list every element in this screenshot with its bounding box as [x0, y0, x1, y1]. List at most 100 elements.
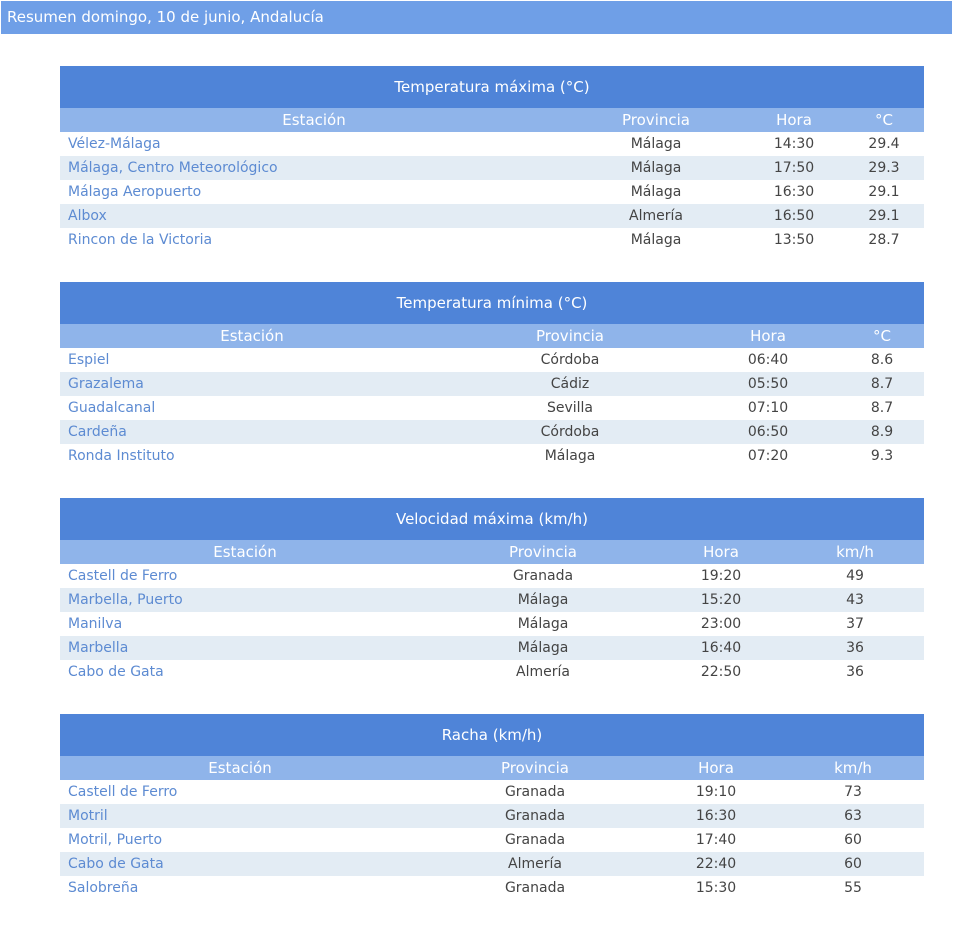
cell: 8.9	[840, 420, 925, 444]
cell: 15:30	[695, 880, 737, 896]
cell: 16:50	[744, 204, 844, 228]
column-header-row: Estación Provincia Hora °C	[60, 108, 924, 132]
station-link[interactable]: Manilva	[68, 616, 123, 632]
cell: Málaga	[630, 184, 682, 200]
table-title: Temperatura mínima (°C)	[60, 282, 925, 324]
cell: Granada	[420, 804, 650, 828]
cell: 8.7	[840, 372, 925, 396]
cell: 22:50	[700, 664, 742, 680]
page: Resumen domingo, 10 de junio, Andalucía …	[1, 1, 952, 896]
data-row: Marbella Málaga 16:40 36	[60, 636, 925, 660]
column-header: Provincia	[430, 540, 656, 564]
station-link[interactable]: Cabo de Gata	[68, 664, 164, 680]
station-link[interactable]: Salobreña	[68, 880, 139, 896]
cell: 19:10	[695, 784, 737, 800]
station-link[interactable]: Cardeña	[60, 420, 444, 444]
data-row: Albox Almería 16:50 29.1	[60, 204, 924, 228]
station-link[interactable]: Albox	[60, 204, 568, 228]
cell: Córdoba	[540, 352, 600, 368]
column-header: °C	[844, 108, 924, 132]
data-row: Málaga, Centro Meteorológico Málaga 17:50 2…	[60, 156, 924, 180]
title-row: Velocidad máxima (km/h)	[60, 498, 925, 540]
cell: 8.7	[870, 400, 894, 416]
data-table: Temperatura máxima (°C) Estación Provincia…	[60, 66, 924, 252]
cell: 06:50	[696, 420, 840, 444]
data-row: Salobreña Granada 15:30 55	[60, 876, 924, 900]
data-row: Castell de Ferro Granada 19:10 73	[60, 780, 924, 804]
column-header: Provincia	[568, 108, 744, 132]
cell: 36	[786, 636, 925, 660]
data-table: Temperatura mínima (°C) Estación Provincia…	[60, 282, 925, 468]
tables: Temperatura máxima (°C) Estación Provincia…	[60, 66, 925, 930]
station-link[interactable]: Marbella, Puerto	[60, 588, 430, 612]
table-title: Temperatura máxima (°C)	[60, 66, 924, 108]
cell: Granada	[504, 880, 566, 896]
station-link[interactable]: Rincon de la Victoria	[68, 232, 213, 248]
station-link[interactable]: Motril	[60, 804, 420, 828]
data-row: Ronda Instituto Málaga 07:20 9.3	[60, 444, 924, 468]
data-row: Marbella, Puerto Málaga 15:20 43	[60, 588, 925, 612]
table-title: Velocidad máxima (km/h)	[60, 498, 925, 540]
cell: 07:20	[747, 448, 789, 464]
station-link[interactable]: Grazalema	[60, 372, 444, 396]
column-header: Hora	[696, 324, 840, 348]
cell: Málaga	[630, 136, 682, 152]
data-row: Espiel Córdoba 06:40 8.6	[60, 348, 924, 372]
column-header: km/h	[786, 540, 925, 564]
cell: Granada	[512, 568, 574, 584]
data-row: Castell de Ferro Granada 19:20 49	[60, 564, 924, 588]
cell: Granada	[504, 784, 566, 800]
cell: 17:40	[695, 832, 737, 848]
station-link[interactable]: Espiel	[68, 352, 110, 368]
cell: 29.1	[868, 184, 900, 200]
cell: 16:40	[656, 636, 786, 660]
station-link[interactable]: Ronda Instituto	[68, 448, 175, 464]
data-row: Cardeña Córdoba 06:50 8.9	[60, 420, 925, 444]
station-link[interactable]: Málaga Aeropuerto	[68, 184, 202, 200]
cell: Sevilla	[546, 400, 594, 416]
data-table: Racha (km/h) Estación Provincia Hora km/h Cas…	[60, 714, 924, 900]
title-row: Racha (km/h)	[60, 714, 924, 756]
column-header: Estación	[60, 756, 420, 780]
station-link[interactable]: Cabo de Gata	[60, 852, 420, 876]
cell: 22:40	[650, 852, 782, 876]
cell: Málaga	[630, 232, 682, 248]
cell: Granada	[504, 832, 566, 848]
cell: 60	[782, 852, 924, 876]
cell: 17:50	[744, 156, 844, 180]
cell: Almería	[516, 664, 570, 680]
station-link[interactable]: Málaga, Centro Meteorológico	[60, 156, 568, 180]
data-row: Cabo de Gata Almería 22:50 36	[60, 660, 924, 684]
column-header: Hora	[744, 108, 844, 132]
station-link[interactable]: Vélez-Málaga	[68, 136, 161, 152]
cell: 15:20	[656, 588, 786, 612]
cell: 36	[846, 664, 864, 680]
cell: 8.6	[870, 352, 894, 368]
data-row: Guadalcanal Sevilla 07:10 8.7	[60, 396, 924, 420]
cell: 55	[844, 880, 862, 896]
cell: 63	[782, 804, 924, 828]
cell: 73	[844, 784, 862, 800]
station-link[interactable]: Motril, Puerto	[68, 832, 163, 848]
station-link[interactable]: Marbella	[60, 636, 430, 660]
cell: 29.3	[844, 156, 924, 180]
station-link[interactable]: Guadalcanal	[68, 400, 156, 416]
cell: 60	[844, 832, 862, 848]
station-link[interactable]: Castell de Ferro	[68, 784, 178, 800]
cell: Málaga	[430, 588, 656, 612]
cell: 28.7	[868, 232, 900, 248]
data-table: Velocidad máxima (km/h) Estación Provincia…	[60, 498, 925, 684]
station-link[interactable]: Castell de Ferro	[68, 568, 178, 584]
cell: Málaga	[568, 156, 744, 180]
cell: Córdoba	[444, 420, 696, 444]
cell: 23:00	[700, 616, 742, 632]
page-header: Resumen domingo, 10 de junio, Andalucía	[1, 1, 952, 34]
column-header: Estación	[60, 108, 568, 132]
cell: 07:10	[747, 400, 789, 416]
column-header-row: Estación Provincia Hora km/h	[60, 756, 924, 780]
cell: Almería	[420, 852, 650, 876]
data-row: Rincon de la Victoria Málaga 13:50 28.7	[60, 228, 924, 252]
column-header: Estación	[60, 540, 430, 564]
title-row: Temperatura máxima (°C)	[60, 66, 924, 108]
column-header: Provincia	[420, 756, 650, 780]
